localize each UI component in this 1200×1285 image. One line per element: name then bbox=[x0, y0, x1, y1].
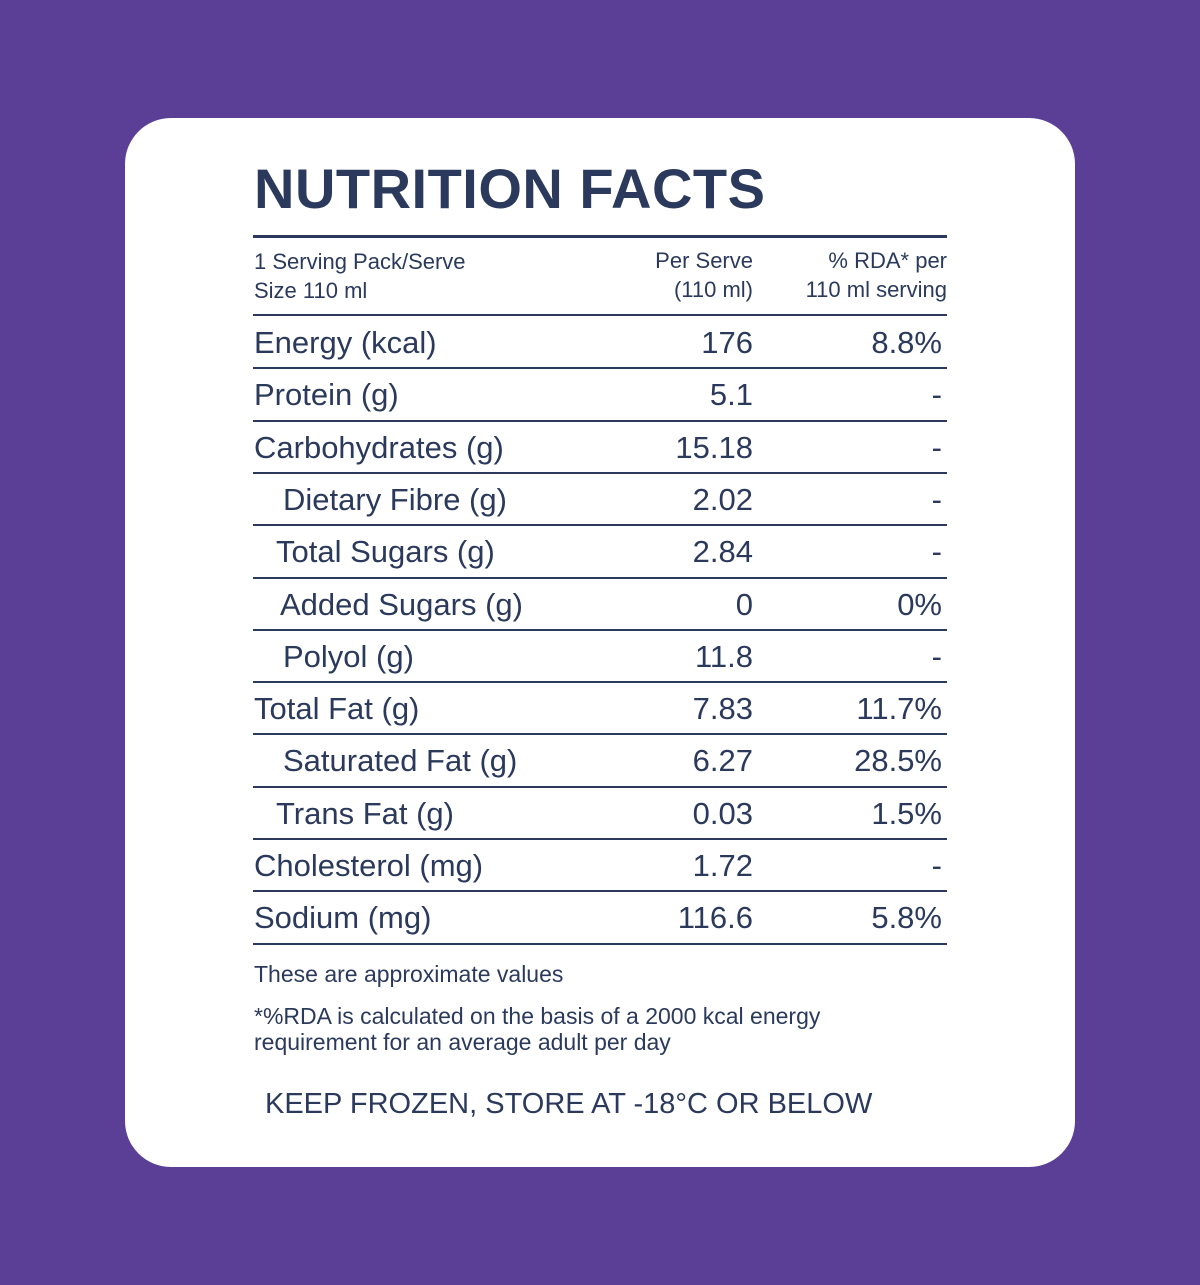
rule bbox=[253, 890, 947, 893]
nutrient: Dietary Fibre (g) bbox=[283, 481, 507, 517]
rule bbox=[253, 524, 947, 527]
nutrient: Sodium (mg) bbox=[254, 900, 432, 936]
per-serve-value: 11.8 bbox=[694, 638, 753, 674]
nutrient: Energy (kcal) bbox=[254, 325, 437, 360]
rda-value: - bbox=[931, 481, 942, 517]
nutrient: Carbohydrates (g) bbox=[254, 429, 504, 465]
rule bbox=[253, 628, 947, 631]
text: Per Serve bbox=[655, 248, 753, 273]
per-serve-value: 2.84 bbox=[692, 534, 753, 570]
rule bbox=[253, 838, 947, 840]
rule bbox=[253, 367, 947, 370]
per-serve-value: 6.27 bbox=[692, 743, 753, 779]
text: requirement for an average adult per day bbox=[254, 1029, 671, 1055]
rda-value: 5.8% bbox=[871, 900, 942, 936]
nutrient: Saturated Fat (g) bbox=[283, 743, 518, 779]
text: Size 110 ml bbox=[254, 278, 368, 303]
rule bbox=[253, 576, 947, 579]
nutrient: Added Sugars (g) bbox=[280, 586, 523, 622]
text: 110 ml serving bbox=[805, 277, 947, 302]
rule bbox=[253, 681, 947, 684]
rule bbox=[253, 471, 947, 474]
rule bbox=[253, 419, 947, 422]
per-serve-value: 0 bbox=[735, 586, 753, 622]
per-serve-value: 1.72 bbox=[692, 848, 753, 883]
nutrient: Cholesterol (mg) bbox=[254, 848, 484, 883]
rda-value: 8.8% bbox=[871, 325, 942, 360]
nutrient: Protein (g) bbox=[254, 377, 399, 413]
per-serve-header: Per Serve (110 ml) bbox=[655, 246, 753, 304]
rda-value: - bbox=[931, 534, 942, 570]
rule bbox=[253, 733, 947, 736]
rda-header: % RDA* per 110 ml serving bbox=[806, 246, 947, 304]
per-serve-value: 0.03 bbox=[692, 795, 753, 831]
rule bbox=[253, 942, 947, 945]
rda-value: 0% bbox=[897, 586, 942, 622]
per-serve-value: 2.02 bbox=[692, 481, 753, 517]
rda-value: - bbox=[931, 638, 942, 674]
per-serve-value: 15.18 bbox=[675, 429, 753, 465]
rda-value: 11.7% bbox=[856, 691, 942, 727]
serving-header: 1 Serving Pack/Serve Size 110 ml bbox=[254, 247, 466, 305]
text: (110 ml) bbox=[673, 277, 753, 302]
per-serve-value: 116.6 bbox=[677, 900, 753, 936]
nutrient: Trans Fat (g) bbox=[276, 795, 454, 831]
rule bbox=[253, 314, 947, 316]
rda-note: *%RDA is calculated on the basis of a 20… bbox=[254, 1003, 820, 1055]
rule bbox=[253, 235, 947, 238]
text: *%RDA is calculated on the basis of a 20… bbox=[254, 1003, 821, 1029]
note: These are approximate values bbox=[254, 961, 564, 987]
rda-value: - bbox=[931, 377, 942, 413]
rda-value: 1.5% bbox=[871, 795, 942, 831]
text: 1 Serving Pack/Serve bbox=[254, 249, 466, 274]
rda-value: - bbox=[931, 848, 942, 883]
storage: KEEP FROZEN, STORE AT -18°C OR BELOW bbox=[265, 1088, 873, 1120]
title: NUTRITION FACTS bbox=[254, 157, 766, 220]
per-serve-value: 176 bbox=[701, 325, 753, 360]
per-serve-value: 7.83 bbox=[692, 691, 753, 727]
label-card bbox=[125, 118, 1075, 1167]
nutrient: Total Sugars (g) bbox=[276, 534, 495, 570]
rule bbox=[253, 785, 947, 788]
rda-value: - bbox=[931, 429, 942, 465]
text: % RDA* per bbox=[828, 248, 947, 273]
rda-value: 28.5% bbox=[854, 743, 942, 779]
nutrient: Total Fat (g) bbox=[254, 691, 420, 727]
nutrient: Polyol (g) bbox=[283, 638, 414, 674]
per-serve-value: 5.1 bbox=[709, 377, 753, 413]
